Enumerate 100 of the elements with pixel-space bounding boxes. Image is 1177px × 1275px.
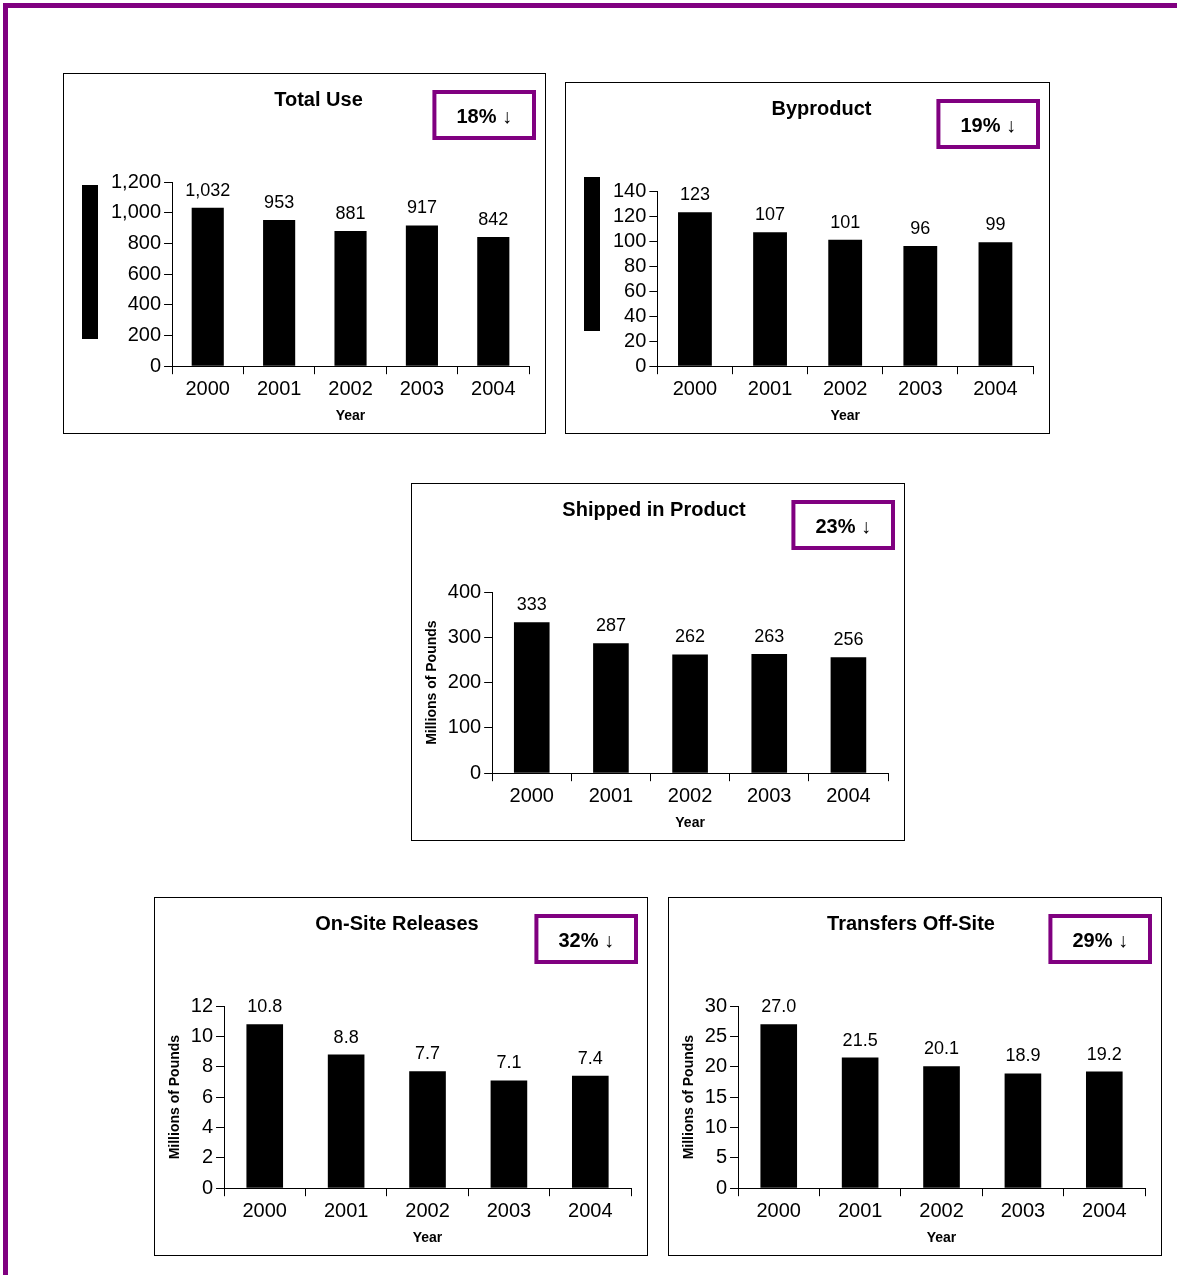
x-tick-label: 2003: [747, 783, 792, 806]
data-label: 1,032: [185, 179, 231, 200]
data-label: 96: [910, 218, 931, 239]
y-tick-label: 5: [715, 1145, 728, 1168]
x-tick-label: 2003: [1000, 1198, 1046, 1221]
data-label: 19.2: [1086, 1043, 1122, 1064]
y-tick-label: 300: [447, 624, 482, 647]
y-tick-label: 0: [201, 1175, 214, 1198]
x-tick-label: 2002: [667, 783, 713, 806]
data-label: 20.1: [924, 1038, 960, 1059]
x-axis-title: Year: [675, 814, 706, 831]
x-tick-label: 2001: [323, 1198, 369, 1221]
data-label: 262: [675, 626, 706, 647]
y-tick-label: 4: [201, 1114, 214, 1137]
y-tick-label: 80: [624, 253, 647, 276]
y-axis-title: Millions of Pounds: [166, 1034, 183, 1160]
x-tick-label: 2001: [256, 376, 302, 399]
y-tick-label: 1,000: [110, 200, 162, 223]
x-tick-label: 2001: [588, 783, 634, 806]
y-tick-label: 200: [127, 323, 162, 346]
x-tick-label: 2003: [486, 1198, 532, 1221]
data-label: 842: [478, 208, 509, 229]
data-label: 333: [516, 594, 547, 615]
y-tick-label: 10: [704, 1114, 728, 1137]
data-label: 99: [985, 214, 1006, 235]
data-label: 7.7: [415, 1043, 441, 1064]
y-tick-label: 0: [635, 353, 647, 376]
y-tick-label: 60: [624, 278, 647, 301]
y-tick-label: 15: [704, 1084, 728, 1107]
data-label: 917: [406, 197, 437, 218]
x-tick-label: 2000: [756, 1198, 801, 1221]
y-tick-label: 20: [624, 328, 647, 351]
text: 18% ↓: [456, 104, 512, 127]
y-tick-label: 600: [127, 261, 162, 284]
data-label: 27.0: [761, 996, 797, 1017]
y-tick-label: 25: [704, 1023, 728, 1046]
text: 23% ↓: [815, 514, 871, 537]
x-tick-label: 2004: [826, 783, 871, 806]
y-axis-title: Millions of Pounds: [423, 620, 440, 745]
data-label: 107: [755, 204, 786, 225]
y-tick-label: 40: [624, 303, 647, 326]
data-label: 123: [679, 184, 710, 205]
data-label: 263: [754, 626, 785, 647]
y-tick-label: 10: [190, 1023, 214, 1046]
x-axis-title: Year: [830, 407, 861, 424]
data-label: 287: [595, 615, 626, 636]
x-tick-label: 2000: [672, 376, 718, 399]
data-label: 18.9: [1005, 1045, 1041, 1066]
x-tick-label: 2002: [822, 376, 868, 399]
y-tick-label: 1,200: [110, 169, 162, 192]
text: 32% ↓: [558, 928, 614, 951]
y-axis-title: Millions of Pounds: [680, 1034, 697, 1160]
y-tick-label: 800: [127, 230, 162, 253]
x-axis-title: Year: [926, 1229, 957, 1246]
y-tick-label: 140: [612, 178, 647, 201]
y-tick-label: 0: [470, 760, 482, 783]
data-label: 21.5: [842, 1029, 878, 1050]
x-tick-label: 2004: [568, 1198, 613, 1221]
y-tick-label: 0: [149, 353, 162, 376]
data-label: 881: [335, 202, 366, 223]
y-tick-label: 20: [704, 1054, 728, 1077]
y-tick-label: 12: [190, 993, 214, 1016]
data-label: 7.4: [577, 1047, 603, 1068]
y-tick-label: 400: [447, 579, 482, 602]
data-label: 8.8: [333, 1026, 359, 1047]
data-label: 10.8: [247, 996, 283, 1017]
chart-title: Shipped in Product: [562, 497, 746, 520]
y-tick-label: 200: [447, 670, 482, 693]
x-tick-label: 2000: [185, 376, 230, 399]
data-label: 256: [833, 629, 864, 650]
y-tick-label: 2: [201, 1145, 214, 1168]
x-tick-label: 2000: [509, 783, 554, 806]
x-tick-label: 2001: [747, 376, 793, 399]
text: 19% ↓: [960, 113, 1016, 136]
chart-title: Total Use: [274, 87, 363, 110]
y-tick-label: 8: [201, 1054, 214, 1077]
x-tick-label: 2003: [399, 376, 445, 399]
x-tick-label: 2002: [328, 376, 373, 399]
y-tick-label: 0: [715, 1175, 728, 1198]
chart-title: On-Site Releases: [315, 911, 479, 934]
y-tick-label: 6: [201, 1084, 214, 1107]
x-tick-label: 2002: [405, 1198, 450, 1221]
x-tick-label: 2003: [898, 376, 943, 399]
data-label: 7.1: [496, 1052, 522, 1073]
x-tick-label: 2001: [837, 1198, 883, 1221]
x-tick-label: 2004: [471, 376, 516, 399]
data-label: 101: [830, 211, 861, 232]
x-axis-title: Year: [412, 1229, 443, 1246]
x-tick-label: 2004: [973, 376, 1018, 399]
chart-title: Transfers Off-Site: [827, 911, 995, 934]
x-axis-title: Year: [335, 407, 366, 424]
y-tick-label: 100: [612, 228, 647, 251]
y-tick-label: 400: [127, 292, 162, 315]
x-tick-label: 2002: [919, 1198, 964, 1221]
text: 29% ↓: [1072, 928, 1128, 951]
y-tick-label: 30: [704, 993, 728, 1016]
chart-title: Byproduct: [771, 96, 872, 119]
y-tick-label: 100: [447, 715, 482, 738]
data-label: 953: [264, 191, 295, 212]
x-tick-label: 2000: [242, 1198, 287, 1221]
